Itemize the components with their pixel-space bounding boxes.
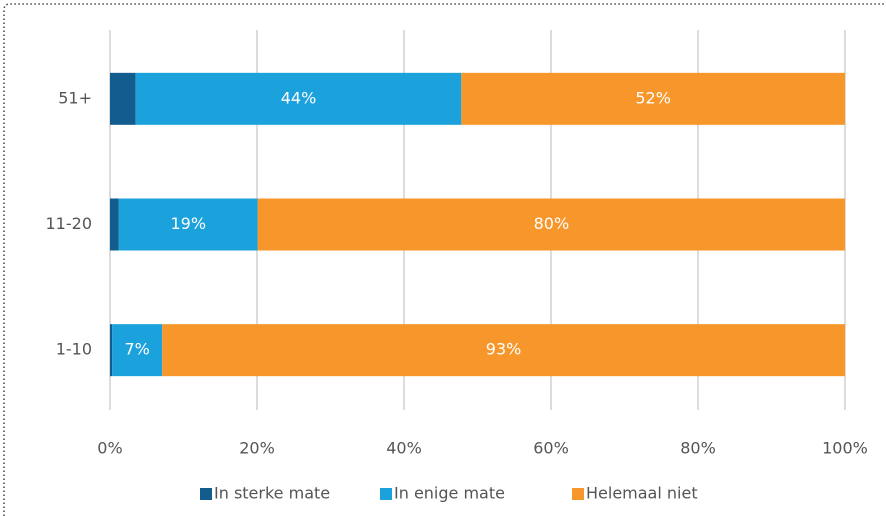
bar-segment bbox=[110, 324, 113, 377]
legend-label: Helemaal niet bbox=[586, 484, 698, 503]
x-tick-label: 80% bbox=[680, 439, 716, 458]
x-tick-label: 40% bbox=[386, 439, 422, 458]
bar-segment bbox=[118, 198, 258, 251]
bar-segment bbox=[461, 72, 845, 125]
legend-label: In sterke mate bbox=[214, 484, 330, 503]
y-tick-label: 11-20 bbox=[46, 214, 93, 233]
value-label: 80% bbox=[534, 214, 570, 233]
bar-segment bbox=[110, 198, 119, 251]
bar-segment bbox=[257, 198, 845, 251]
value-label: 93% bbox=[486, 340, 522, 359]
bar-segment bbox=[110, 72, 136, 125]
legend-label: In enige mate bbox=[394, 484, 505, 503]
x-tick-label: 0% bbox=[97, 439, 122, 458]
legend-marker bbox=[200, 488, 212, 500]
bar-segment bbox=[135, 72, 462, 125]
bar-segment bbox=[162, 324, 845, 377]
bar-segment bbox=[112, 324, 163, 377]
x-tick-label: 20% bbox=[239, 439, 275, 458]
legend-marker bbox=[572, 488, 584, 500]
y-tick-label: 51+ bbox=[58, 88, 92, 107]
value-label: 19% bbox=[170, 214, 206, 233]
value-label: 52% bbox=[635, 88, 671, 107]
legend-marker bbox=[380, 488, 392, 500]
value-label: 7% bbox=[124, 340, 149, 359]
y-tick-label: 1-10 bbox=[56, 340, 92, 359]
x-tick-label: 60% bbox=[533, 439, 569, 458]
value-label: 44% bbox=[281, 88, 317, 107]
x-tick-label: 100% bbox=[822, 439, 868, 458]
